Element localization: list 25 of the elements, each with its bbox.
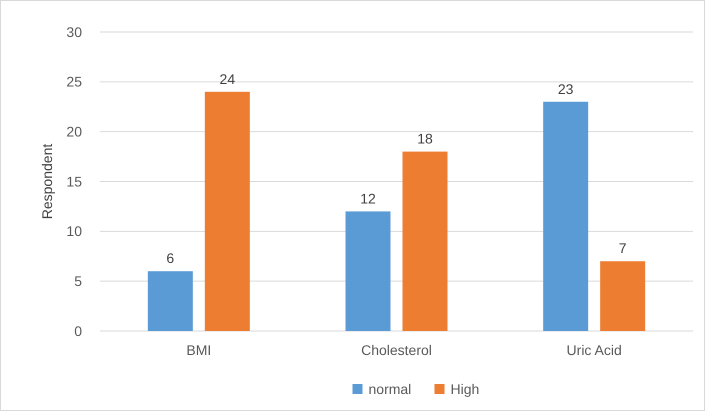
y-tick-label: 25	[66, 74, 82, 90]
bar	[600, 261, 646, 331]
y-tick-label: 30	[66, 24, 82, 40]
x-tick-label: Uric Acid	[566, 342, 622, 358]
y-axis-title: Respondent	[39, 144, 55, 220]
y-tick-label: 10	[66, 223, 82, 240]
data-label: 18	[417, 130, 433, 147]
legend-label: normal	[368, 380, 412, 397]
y-tick-label: 20	[66, 124, 82, 140]
bar	[346, 211, 390, 331]
legend-label: High	[450, 380, 480, 397]
bar	[148, 271, 193, 331]
data-label: 7	[618, 240, 627, 256]
data-label: 6	[166, 250, 174, 266]
data-label: 23	[558, 80, 574, 97]
bar	[204, 92, 250, 331]
bar	[402, 152, 448, 331]
x-tick-label: Cholesterol	[361, 342, 432, 358]
y-tick-label: 5	[74, 273, 82, 290]
data-label: 12	[360, 190, 376, 206]
data-label: 24	[220, 70, 236, 87]
y-tick-label: 15	[66, 173, 82, 190]
x-tick-label: BMI	[186, 342, 212, 358]
y-tick-label: 0	[74, 322, 82, 339]
bar	[543, 102, 588, 331]
